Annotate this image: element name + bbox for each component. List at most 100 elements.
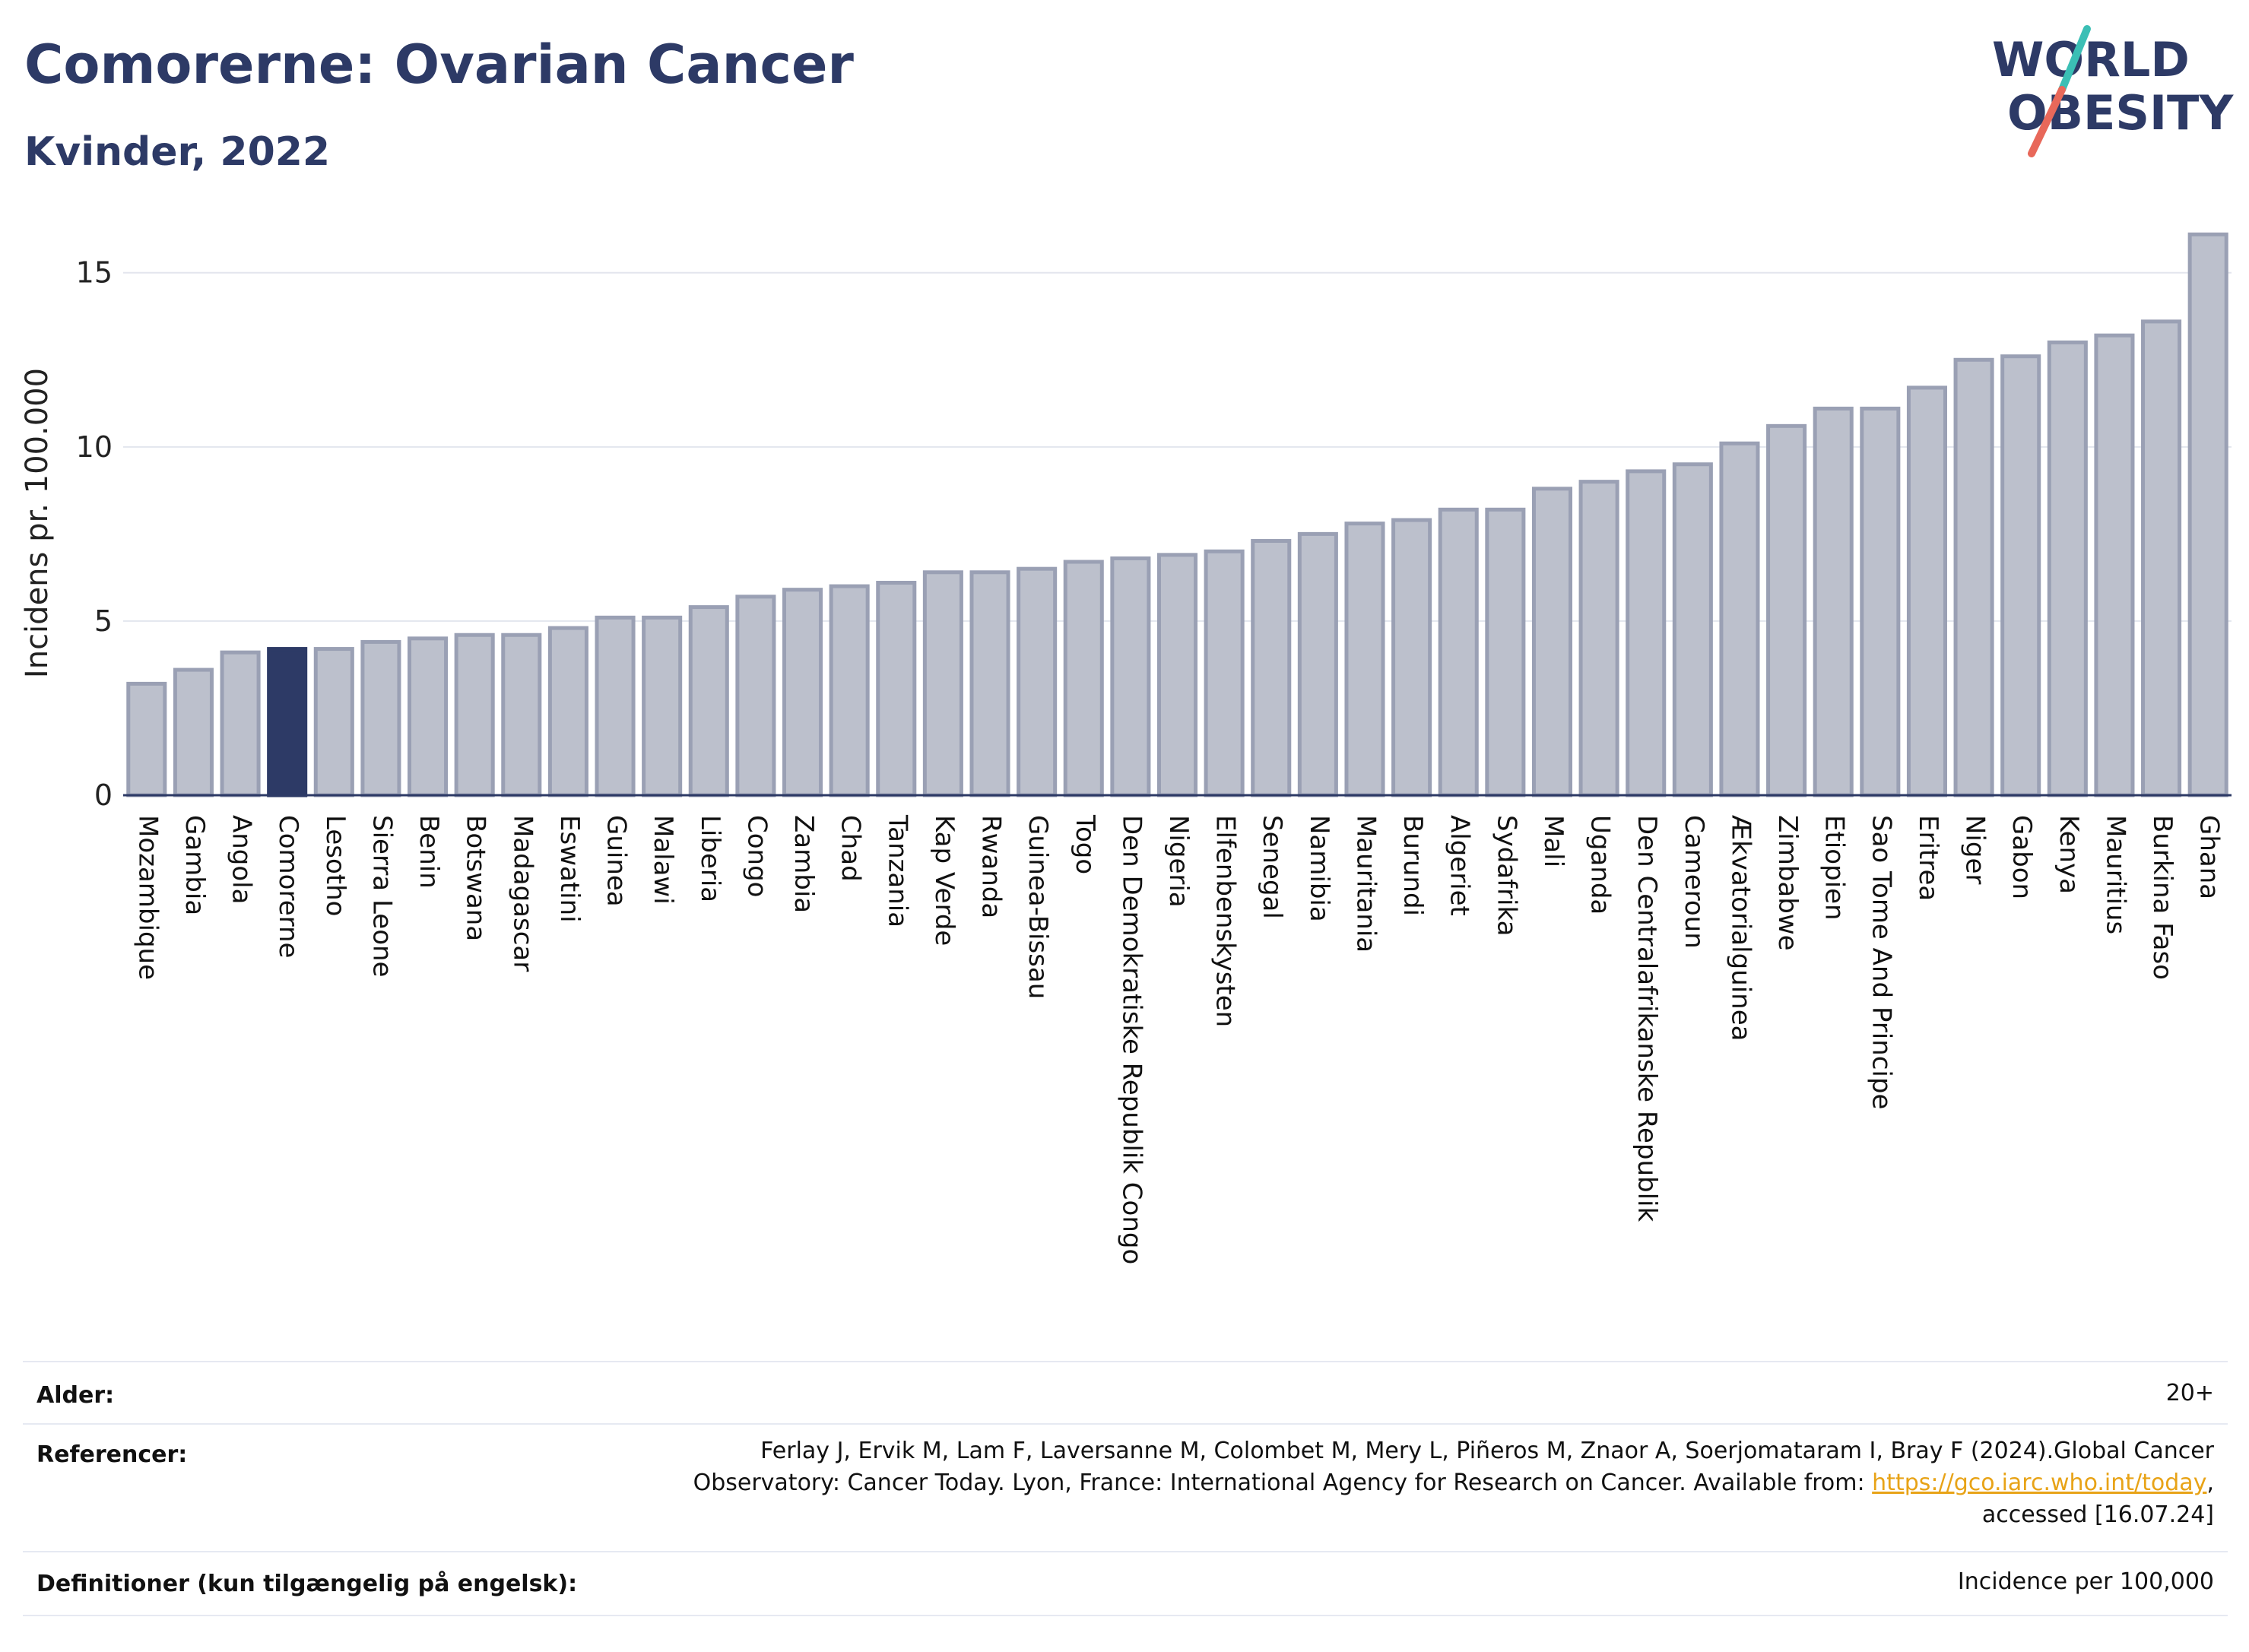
x-tick-label: Congo xyxy=(741,815,772,897)
x-tick-label: Den Demokratiske Republik Congo xyxy=(1116,815,1147,1264)
x-tick-label: Liberia xyxy=(695,815,725,902)
bar-lesotho xyxy=(313,647,354,797)
bar-ghana xyxy=(2187,232,2228,797)
x-tick-label: Algeriet xyxy=(1445,815,1475,916)
bar-den-centralafrikanske-republik xyxy=(1626,469,1667,797)
bar-nigeria xyxy=(1156,553,1198,797)
x-tick-label: Ghana xyxy=(2194,815,2225,899)
references-label: Referencer: xyxy=(36,1441,188,1468)
definitions-value: Incidence per 100,000 xyxy=(1957,1568,2214,1595)
chart-subtitle: Kvinder, 2022 xyxy=(24,129,331,175)
meta-row-age: Alder: 20+ xyxy=(23,1361,2228,1425)
x-tick-label: Malawi xyxy=(648,815,678,905)
x-tick-label: Tanzania xyxy=(882,814,912,927)
y-tick-label: 5 xyxy=(94,604,113,638)
bar-sierra-leone xyxy=(360,639,401,797)
meta-row-references: Referencer: Ferlay J, Ervik M, Lam F, La… xyxy=(23,1423,2228,1552)
bar-senegal xyxy=(1251,539,1292,797)
bar-cameroun xyxy=(1672,462,1713,797)
bar-comorerne xyxy=(267,647,308,797)
x-tick-label: Eswatini xyxy=(554,815,585,923)
reference-line-2: Observatory: Cancer Today. Lyon, France:… xyxy=(693,1470,2214,1496)
bar-burkina-faso xyxy=(2141,319,2182,797)
x-tick-label: Zambia xyxy=(788,815,819,913)
reference-line-1: Ferlay J, Ervik M, Lam F, Laversanne M, … xyxy=(760,1438,2214,1464)
x-tick-label: Chad xyxy=(836,815,866,882)
x-tick-label: Mauritania xyxy=(1350,815,1381,953)
x-tick-label: Comorerne xyxy=(273,815,303,958)
x-tick-label: Senegal xyxy=(1257,815,1287,919)
x-tick-label: Kenya xyxy=(2054,815,2084,894)
x-tick-label: Uganda xyxy=(1585,815,1616,915)
x-tick-label: Namibia xyxy=(1304,815,1334,922)
bar-tanzania xyxy=(876,581,917,797)
x-tick-label: Angola xyxy=(227,815,257,904)
x-tick-label: Benin xyxy=(414,815,444,889)
bar-mauritania xyxy=(1344,522,1385,797)
bar-malawi xyxy=(642,615,683,797)
x-tick-label: Burkina Faso xyxy=(2147,815,2178,980)
age-value: 20+ xyxy=(2165,1380,2214,1406)
x-tick-label: Rwanda xyxy=(976,815,1007,918)
bar-namibia xyxy=(1297,531,1338,797)
bar-sydafrika xyxy=(1485,507,1526,797)
bar-zimbabwe xyxy=(1766,423,1807,797)
x-tick-label: Mauritius xyxy=(2100,815,2130,934)
bar-den-demokratiske-republik-congo xyxy=(1110,556,1151,797)
bar-guinea xyxy=(595,615,636,797)
logo-line1: WORLD xyxy=(1992,32,2190,87)
bar-gambia xyxy=(173,667,214,797)
y-axis-ticks: 0 5 10 15 xyxy=(76,256,113,812)
bar-benin xyxy=(408,636,449,797)
y-tick-label: 15 xyxy=(76,256,113,290)
x-tick-label: Ækvatorialguinea xyxy=(1725,815,1756,1041)
bar-angola xyxy=(220,650,261,797)
x-tick-label: Burundi xyxy=(1397,815,1428,916)
bar-etiopien xyxy=(1813,406,1854,797)
bar-niger xyxy=(1953,357,1994,797)
x-tick-label: Botswana xyxy=(461,815,491,941)
bar-elfenbenskysten xyxy=(1204,549,1245,797)
bar-eswatini xyxy=(547,626,588,797)
bar-eritrea xyxy=(1906,385,1947,797)
x-tick-label: Etiopien xyxy=(1819,815,1850,921)
bar-mozambique xyxy=(126,681,167,797)
bar-madagascar xyxy=(501,633,542,797)
bar-rwanda xyxy=(969,570,1010,797)
y-tick-label: 10 xyxy=(76,430,113,464)
chart-title: Comorerne: Ovarian Cancer xyxy=(24,33,854,96)
reference-link[interactable]: https://gco.iarc.who.int/today xyxy=(1872,1470,2207,1496)
age-label: Alder: xyxy=(36,1382,115,1409)
x-tick-label: Cameroun xyxy=(1679,815,1709,949)
bar-chart: 0 5 10 15 Mozambique Gambia Angola Comorerne Le… xyxy=(20,232,2232,1264)
bar-burundi xyxy=(1391,518,1432,797)
x-tick-label: Niger xyxy=(1960,815,1990,884)
x-tick-label: Elfenbenskysten xyxy=(1210,815,1241,1027)
x-tick-label: Guinea-Bissau xyxy=(1023,815,1053,999)
reference-line-3: accessed [16.07.24] xyxy=(1981,1501,2214,1528)
bar-chad xyxy=(829,584,870,797)
references-value: Ferlay J, Ervik M, Lam F, Laversanne M, … xyxy=(693,1435,2214,1531)
bar-congo xyxy=(735,595,776,797)
y-axis-title: Incidens pr. 100.000 xyxy=(20,368,55,678)
x-tick-label: Kap Verde xyxy=(929,815,960,946)
x-tick-label: Eritrea xyxy=(1913,815,1943,901)
x-tick-label: Gabon xyxy=(2006,815,2037,899)
x-tick-label: Gambia xyxy=(179,815,210,915)
x-tick-label: Den Centralafrikanske Republik xyxy=(1632,815,1662,1222)
bar-liberia xyxy=(688,605,729,797)
x-tick-label: Zimbabwe xyxy=(1772,815,1803,951)
y-tick-label: 0 xyxy=(94,778,113,812)
x-tick-label: Madagascar xyxy=(507,815,538,972)
x-axis-ticks: Mozambique Gambia Angola Comorerne Lesotho Si… xyxy=(132,814,2224,1264)
bar-kap-verde xyxy=(922,570,963,797)
bar-togo xyxy=(1063,560,1104,797)
bar-ækvatorialguinea xyxy=(1719,441,1760,797)
bar-algeriet xyxy=(1438,507,1479,797)
x-tick-label: Togo xyxy=(1070,814,1100,874)
bar-kenya xyxy=(2047,340,2088,797)
x-tick-label: Mozambique xyxy=(132,815,163,980)
x-tick-label: Sierra Leone xyxy=(366,815,397,977)
bar-guinea-bissau xyxy=(1017,566,1058,797)
definitions-label: Definitioner (kun tilgængelig på engelsk… xyxy=(36,1571,578,1597)
